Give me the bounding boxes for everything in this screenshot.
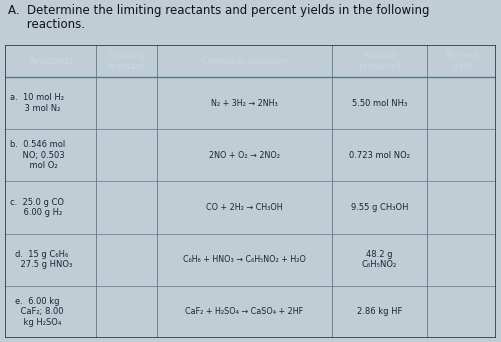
Text: 2.86 kg HF: 2.86 kg HF (357, 307, 402, 316)
Text: C₆H₆ + HNO₃ → C₆H₅NO₂ + H₂O: C₆H₆ + HNO₃ → C₆H₅NO₂ + H₂O (183, 255, 306, 264)
Text: 2NO + O₂ → 2NO₂: 2NO + O₂ → 2NO₂ (209, 151, 280, 160)
Text: 5.50 mol NH₃: 5.50 mol NH₃ (352, 98, 407, 108)
Text: a.  10 mol H₂
    3 mol N₂: a. 10 mol H₂ 3 mol N₂ (11, 93, 65, 113)
Text: c.  25.0 g CO
    6.00 g H₂: c. 25.0 g CO 6.00 g H₂ (11, 198, 65, 217)
Text: Reactants: Reactants (28, 56, 73, 66)
Text: CO + 2H₂ → CH₃OH: CO + 2H₂ → CH₃OH (206, 203, 283, 212)
Text: 48.2 g
C₆H₅NO₂: 48.2 g C₆H₅NO₂ (362, 250, 397, 269)
Text: Chemical equation: Chemical equation (202, 56, 287, 66)
Text: Limiting
reactant: Limiting reactant (107, 51, 146, 71)
Text: Percent
yield: Percent yield (444, 51, 478, 71)
Text: reactions.: reactions. (8, 18, 85, 31)
Text: A.  Determine the limiting reactants and percent yields in the following: A. Determine the limiting reactants and … (8, 4, 429, 17)
Text: CaF₂ + H₂SO₄ → CaSO₄ + 2HF: CaF₂ + H₂SO₄ → CaSO₄ + 2HF (185, 307, 304, 316)
Text: e.  6.00 kg
    CaF₂; 8.00
    kg H₂SO₄: e. 6.00 kg CaF₂; 8.00 kg H₂SO₄ (11, 297, 64, 327)
Text: 0.723 mol NO₂: 0.723 mol NO₂ (349, 151, 410, 160)
Text: d.  15 g C₆H₆
    27.5 g HNO₃: d. 15 g C₆H₆ 27.5 g HNO₃ (11, 250, 73, 269)
Text: b.  0.546 mol
    NO; 0.503
    mol O₂: b. 0.546 mol NO; 0.503 mol O₂ (11, 141, 66, 170)
Text: N₂ + 3H₂ → 2NH₃: N₂ + 3H₂ → 2NH₃ (211, 98, 278, 108)
Text: Product
produced: Product produced (358, 51, 401, 71)
Text: 9.55 g CH₃OH: 9.55 g CH₃OH (351, 203, 408, 212)
